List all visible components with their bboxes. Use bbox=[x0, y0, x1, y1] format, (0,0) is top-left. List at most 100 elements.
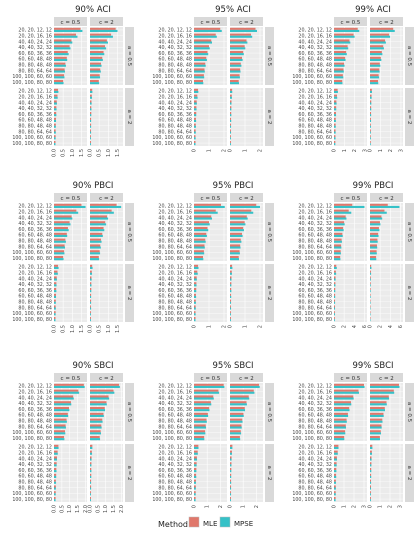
category-tick-label: 60, 60, 36, 36 bbox=[158, 51, 192, 57]
legend: Method MLE MPSE bbox=[158, 516, 253, 529]
bar-mle bbox=[370, 468, 372, 471]
bar-mle bbox=[370, 141, 371, 144]
bar-mle bbox=[54, 317, 56, 320]
bar-mpse bbox=[230, 458, 232, 461]
x-tick-label: 1 bbox=[378, 505, 384, 508]
bar-mle bbox=[54, 305, 56, 308]
bar-mpse bbox=[370, 295, 371, 298]
bar-mle bbox=[90, 430, 101, 433]
bar-mle bbox=[90, 479, 92, 482]
bar-mle bbox=[54, 430, 65, 433]
bar-mpse bbox=[54, 295, 57, 298]
bar-mle bbox=[194, 270, 198, 273]
bar-mpse bbox=[370, 481, 372, 484]
bar-mle bbox=[194, 395, 214, 398]
bar-mle bbox=[194, 383, 224, 386]
bar-mpse bbox=[54, 240, 66, 243]
category-tick-label: 60, 60, 48, 48 bbox=[158, 233, 192, 239]
facet-strip-col bbox=[90, 373, 123, 382]
bar-mpse bbox=[54, 229, 69, 232]
bar-mle bbox=[230, 311, 231, 314]
bar-mpse bbox=[194, 108, 197, 111]
bar-mle bbox=[230, 227, 244, 230]
bar-mle bbox=[334, 497, 336, 500]
x-tick-label: 2 bbox=[258, 149, 264, 152]
bar-mpse bbox=[54, 385, 85, 388]
facet-strip-col-label: c = 2 bbox=[99, 20, 114, 26]
bar-mpse bbox=[334, 114, 337, 117]
bar-mpse bbox=[230, 272, 232, 275]
bar-mpse bbox=[230, 108, 232, 111]
bar-mle bbox=[194, 117, 196, 120]
bar-mle bbox=[370, 135, 371, 138]
facet-panel bbox=[54, 444, 87, 502]
bar-mpse bbox=[334, 53, 347, 56]
category-tick-label: 60, 60, 36, 36 bbox=[298, 288, 332, 294]
category-tick-label: 40, 40, 32, 32 bbox=[298, 282, 332, 288]
bar-mle bbox=[370, 389, 394, 392]
bar-mle bbox=[334, 468, 337, 471]
x-tick-label: 2.0 bbox=[119, 505, 125, 513]
bar-mpse bbox=[194, 125, 196, 128]
category-tick-label: 40, 40, 24, 24 bbox=[298, 276, 332, 282]
bar-mpse bbox=[230, 295, 232, 298]
category-tick-label: 20, 20, 12, 12 bbox=[18, 265, 52, 271]
x-tick-label: 0.0 bbox=[52, 505, 58, 513]
category-tick-label: 100, 100, 80, 80 bbox=[152, 141, 192, 147]
bar-mpse bbox=[370, 114, 372, 117]
category-tick-label: 100, 100, 80, 80 bbox=[12, 141, 52, 147]
bar-mpse bbox=[54, 143, 56, 146]
bar-mpse bbox=[334, 464, 337, 467]
bar-mle bbox=[370, 305, 371, 308]
bar-mpse bbox=[370, 290, 371, 293]
category-tick-label: 100, 100, 80, 80 bbox=[12, 436, 52, 442]
bar-mpse bbox=[90, 234, 103, 237]
bar-mle bbox=[334, 418, 347, 421]
bar-mle bbox=[334, 250, 341, 253]
bar-mle bbox=[90, 238, 101, 241]
bar-mpse bbox=[54, 493, 56, 496]
bar-mle bbox=[54, 436, 65, 439]
bar-mpse bbox=[90, 290, 92, 293]
bar-mpse bbox=[90, 96, 93, 99]
bar-mle bbox=[334, 276, 336, 279]
bar-mle bbox=[370, 209, 385, 212]
bar-mpse bbox=[230, 420, 243, 423]
x-tick-label: 1.5 bbox=[115, 149, 121, 157]
bar-mpse bbox=[194, 137, 196, 140]
category-tick-label: 60, 60, 36, 36 bbox=[18, 51, 52, 57]
bar-mle bbox=[334, 282, 336, 285]
category-tick-label: 60, 60, 36, 36 bbox=[298, 51, 332, 57]
bar-mle bbox=[54, 282, 57, 285]
bar-mle bbox=[370, 317, 371, 320]
bar-mpse bbox=[370, 246, 378, 249]
category-tick-label: 80, 80, 48, 48 bbox=[298, 419, 332, 425]
bar-mle bbox=[54, 68, 65, 71]
bar-mle bbox=[194, 456, 197, 459]
bar-mpse bbox=[54, 234, 68, 237]
bar-mle bbox=[230, 456, 232, 459]
facet-strip-row bbox=[265, 203, 274, 261]
category-tick-label: 40, 40, 32, 32 bbox=[18, 45, 52, 51]
bar-mpse bbox=[90, 397, 110, 400]
bar-mpse bbox=[90, 53, 105, 56]
bar-mpse bbox=[54, 290, 57, 293]
bar-mpse bbox=[230, 64, 242, 67]
facet-panel bbox=[194, 444, 227, 502]
bar-mpse bbox=[90, 319, 91, 322]
bar-mle bbox=[370, 276, 371, 279]
category-tick-label: 60, 60, 36, 36 bbox=[158, 468, 192, 474]
bar-mle bbox=[90, 68, 101, 71]
category-tick-label: 20, 20, 16, 16 bbox=[158, 95, 192, 101]
facet-strip-col-label: c = 0.5 bbox=[341, 196, 361, 202]
x-tick-label: 1 bbox=[342, 149, 348, 152]
category-tick-label: 80, 80, 64, 64 bbox=[18, 424, 52, 430]
category-tick-label: 100, 100, 60, 60 bbox=[152, 74, 192, 80]
bar-mle bbox=[90, 311, 91, 314]
bar-mpse bbox=[194, 58, 207, 61]
bar-mle bbox=[230, 497, 231, 500]
x-tick-label: 1.0 bbox=[106, 149, 112, 157]
category-tick-label: 60, 60, 48, 48 bbox=[18, 294, 52, 300]
bar-mle bbox=[334, 244, 342, 247]
facet-strip-col-label: c = 2 bbox=[379, 20, 394, 26]
